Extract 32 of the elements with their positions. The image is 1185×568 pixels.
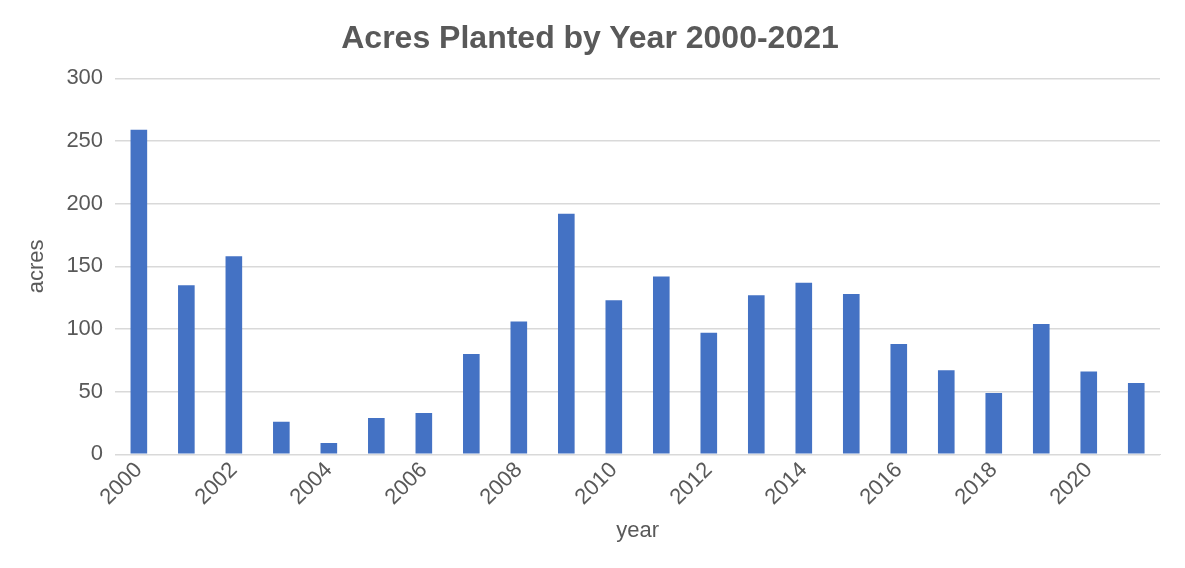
y-tick-label: 300 — [66, 64, 104, 90]
bar — [273, 421, 290, 454]
bar — [1127, 382, 1145, 454]
bar — [558, 213, 575, 454]
bar — [605, 300, 623, 454]
chart-title: Acres Planted by Year 2000-2021 — [341, 19, 839, 56]
bar — [463, 354, 480, 454]
y-tick-label: 50 — [78, 377, 104, 403]
bar — [985, 392, 1003, 454]
bar — [700, 332, 718, 454]
bar — [652, 276, 670, 454]
bar — [842, 293, 860, 454]
bar — [1080, 371, 1098, 454]
bar — [1032, 324, 1050, 454]
bar — [510, 321, 528, 454]
y-tick-label: 100 — [66, 315, 104, 341]
bar — [225, 256, 243, 454]
y-axis-title: acres — [23, 239, 49, 294]
bar — [130, 129, 148, 454]
bar — [890, 344, 908, 454]
x-axis-title: year — [616, 516, 659, 542]
y-tick-label: 200 — [66, 189, 104, 215]
bar — [415, 412, 433, 454]
bar — [937, 370, 955, 454]
bar — [747, 295, 765, 454]
y-tick-label: 250 — [66, 127, 104, 153]
bar — [178, 285, 195, 454]
y-tick-label: 150 — [66, 252, 104, 278]
bar — [368, 417, 385, 454]
bar — [320, 443, 338, 454]
bar — [795, 282, 813, 454]
y-tick-label: 0 — [90, 440, 104, 466]
